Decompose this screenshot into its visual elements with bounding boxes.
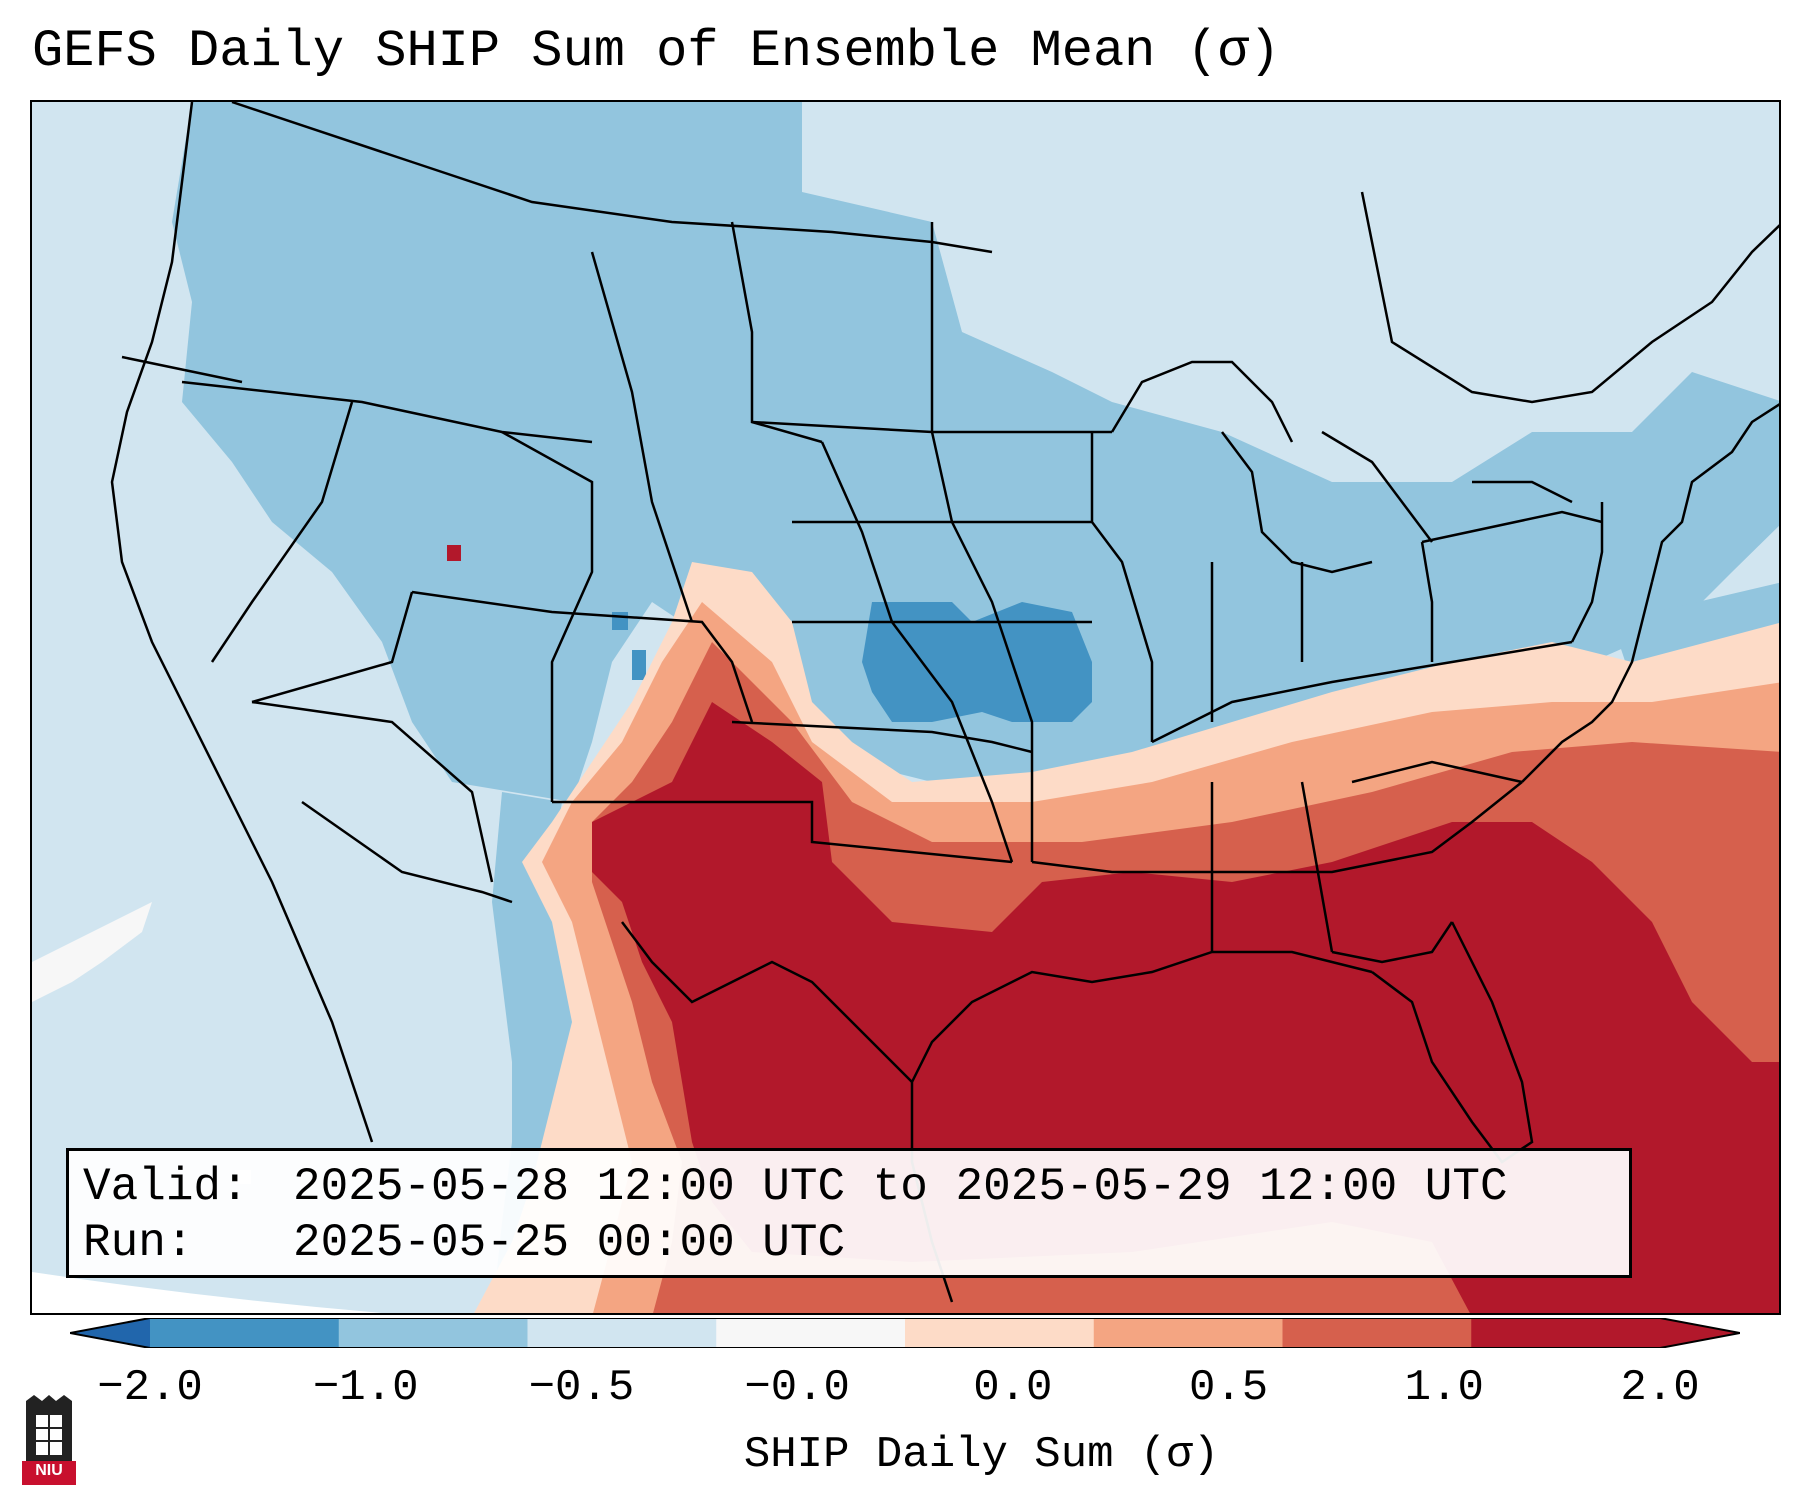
- map-title: GEFS Daily SHIP Sum of Ensemble Mean (σ): [32, 22, 1281, 81]
- colorbar: [70, 1318, 1740, 1348]
- colorbar-extend-low: [70, 1318, 150, 1348]
- colorbar-extend-high: [1660, 1318, 1740, 1348]
- colorbar-label: SHIP Daily Sum (σ): [743, 1430, 1220, 1480]
- colorbar-segment: [1471, 1318, 1661, 1348]
- valid-label: Valid:: [83, 1161, 249, 1213]
- valid-run-info-box: Valid: 2025-05-28 12:00 UTC to 2025-05-29…: [66, 1148, 1632, 1278]
- colorbar-tick-label: 0.0: [973, 1363, 1053, 1413]
- coastlines-and-borders: [110, 102, 1779, 1303]
- ship-map: [32, 102, 1779, 1313]
- niu-logo-text: NIU: [35, 1462, 63, 1479]
- colorbar-tick-label: −2.0: [97, 1363, 203, 1413]
- colorbar-segment: [527, 1318, 717, 1348]
- colorbar-segment: [905, 1318, 1095, 1348]
- colorbar-tick-label: −0.5: [528, 1363, 635, 1413]
- colorbar-tick-label: 0.5: [1188, 1363, 1269, 1413]
- colorbar-tick-label: −0.0: [744, 1363, 850, 1413]
- colorbar-segment: [338, 1318, 528, 1348]
- projection-edge: [32, 1272, 382, 1313]
- colorbar-tick-label: −1.0: [312, 1363, 419, 1413]
- colorbar-tick-label: 2.0: [1620, 1363, 1700, 1413]
- colorbar-tick-label: 1.0: [1404, 1363, 1484, 1413]
- valid-value: 2025-05-28 12:00 UTC to 2025-05-29 12:00…: [293, 1161, 1508, 1213]
- colorbar-segment: [1093, 1318, 1283, 1348]
- colorbar-segment: [716, 1318, 906, 1348]
- colorbar-segment: [150, 1318, 340, 1348]
- colorbar-segment: [1282, 1318, 1472, 1348]
- niu-logo: [22, 1395, 76, 1485]
- map-panel: [30, 100, 1781, 1315]
- run-label: Run:: [83, 1217, 194, 1269]
- run-value: 2025-05-25 00:00 UTC: [293, 1217, 846, 1269]
